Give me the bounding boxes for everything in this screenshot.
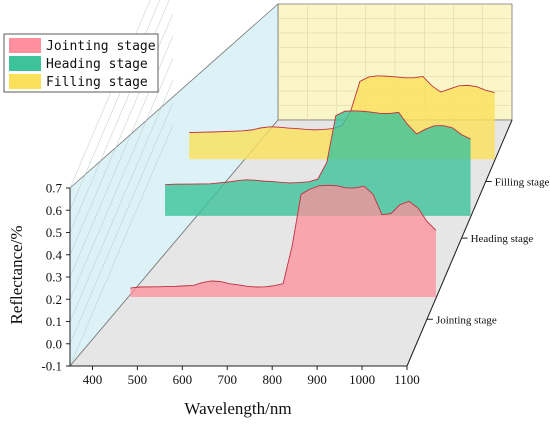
side-grid-line (69, 80, 174, 322)
series-heading (165, 110, 471, 216)
category-label: Jointing stage (436, 314, 497, 326)
series-jointing (130, 184, 437, 298)
x-tick-label: 1100 (394, 372, 420, 387)
series-area-heading (165, 110, 471, 216)
x-ticks: 400 500 600 700 800 900 1000 1100 (83, 366, 420, 387)
y-tick-label: -0.1 (41, 359, 62, 374)
legend: Jointing stage Heading stage Filling sta… (3, 33, 159, 93)
x-tick-label: 800 (262, 372, 282, 387)
category-label: Heading stage (471, 233, 534, 245)
legend-swatch-filling (9, 74, 41, 89)
series-group (130, 75, 495, 298)
series-line-filling (189, 75, 495, 133)
y-tick-label: 0.2 (46, 292, 62, 307)
y-tick-label: 0.7 (46, 181, 63, 196)
y-tick-label: 0.3 (46, 270, 62, 285)
side-grid-line (69, 102, 174, 344)
side-grid-line (69, 58, 174, 300)
x-tick-label: 900 (307, 372, 327, 387)
legend-swatch-jointing (9, 38, 41, 53)
x-axis-title: Wavelength/nm (184, 399, 291, 418)
category-label: Filling stage (495, 177, 550, 189)
x-tick-label: 400 (83, 372, 103, 387)
legend-swatch-heading (9, 56, 41, 71)
y-axis-title: Reflectance/% (7, 225, 26, 324)
y-tick-label: 0.0 (46, 336, 62, 351)
x-tick-label: 600 (173, 372, 193, 387)
side-grid-line (69, 0, 170, 233)
category-labels: Jointing stage Heading stage Filling stage (426, 177, 550, 326)
y-tick-label: 0.6 (46, 203, 63, 218)
legend-label-filling: Filling stage (46, 75, 148, 90)
y-tick-label: 0.4 (46, 247, 63, 262)
side-grid-line (69, 124, 174, 367)
y-tick-label: 0.5 (46, 225, 62, 240)
depth-axis-line (406, 119, 513, 367)
y-tick-label: 0.1 (46, 314, 62, 329)
x-tick-label: 1000 (349, 372, 375, 387)
series-area-jointing (130, 185, 436, 298)
series-line-heading (165, 110, 471, 186)
series-line-jointing (130, 184, 437, 289)
x-tick-label: 500 (128, 372, 148, 387)
x-tick-label: 700 (218, 372, 238, 387)
legend-label-jointing: Jointing stage (46, 39, 156, 54)
y-ticks: -0.1 0.0 0.1 0.2 0.3 0.4 0.5 0.6 0.7 (41, 181, 70, 374)
legend-label-heading: Heading stage (46, 57, 148, 72)
